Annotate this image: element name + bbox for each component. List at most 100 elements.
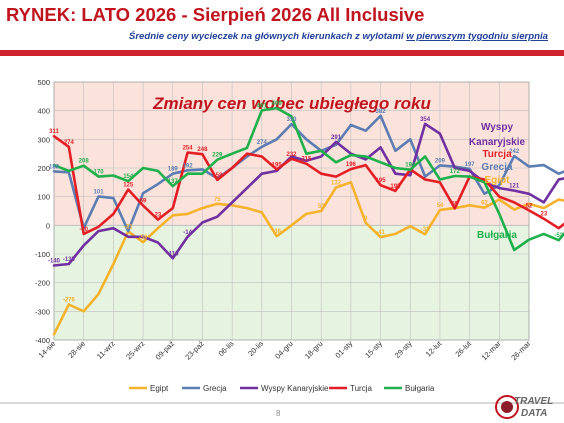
data-label: -38	[272, 229, 281, 235]
y-tick-label: 100	[37, 193, 50, 202]
data-label: 137	[168, 179, 179, 185]
series-name-label: Turcja	[482, 149, 512, 160]
series-layer	[52, 106, 564, 336]
data-label: -52	[554, 233, 563, 239]
data-label: 188	[49, 164, 60, 170]
data-label: 23	[541, 212, 548, 218]
data-label: 194	[405, 163, 416, 169]
y-tick-label: -300	[35, 307, 50, 316]
data-label: 125	[123, 183, 134, 189]
data-label: -135	[63, 257, 76, 263]
data-label: 172	[450, 169, 461, 175]
logo-line2: DATA	[521, 408, 547, 419]
data-label: 52	[526, 203, 533, 209]
data-label: -140	[48, 258, 61, 264]
data-label: 158	[212, 173, 223, 179]
x-tick-label: 28-sie	[66, 339, 87, 360]
x-tick-label: 04-gru	[273, 339, 295, 361]
data-label: 170	[94, 170, 105, 176]
data-label: 53	[318, 204, 325, 210]
series-line-turcja	[52, 134, 564, 236]
data-label: 209	[435, 158, 446, 164]
x-tick-label: 09-paź	[154, 339, 177, 362]
data-label: 353	[286, 117, 297, 123]
y-tick-label: 400	[37, 107, 50, 116]
legend-label: Grecja	[203, 384, 227, 393]
y-tick-label: -200	[35, 279, 50, 288]
series-name-label: Grecja	[481, 162, 513, 173]
series-line-wyspy-kanaryjskie	[52, 122, 564, 267]
data-label: 401	[257, 103, 268, 109]
data-label: 197	[465, 162, 476, 168]
y-tick-label: 500	[37, 78, 50, 87]
data-label: 195	[376, 178, 387, 184]
legend: Egipt Grecja Wyspy Kanaryjskie Turcja Bułgar…	[129, 384, 435, 393]
data-label: 23	[155, 213, 162, 219]
data-label: 59	[451, 201, 458, 207]
series-name-label: Kanaryjskie	[469, 137, 526, 148]
series-line-grecja	[52, 114, 564, 233]
data-label: 54	[437, 203, 444, 209]
travel-data-logo: TRAVEL DATA	[495, 395, 553, 419]
data-label: -115	[167, 251, 179, 257]
data-labels-layer: -276-21-5975-38531329-41-315462157188101…	[48, 101, 564, 303]
data-label: 195	[390, 184, 401, 190]
header-rule	[0, 50, 564, 56]
x-tick-label: 11-wrz	[95, 339, 117, 361]
page-number: 8	[276, 409, 281, 418]
data-label: 69	[140, 199, 147, 205]
data-label: 195	[272, 162, 283, 168]
logo-core-icon	[501, 401, 513, 413]
data-label: 409	[272, 101, 283, 107]
y-tick-label: -400	[35, 336, 50, 345]
y-tick-label: -100	[35, 250, 50, 259]
x-tick-label: 15-sty	[363, 339, 384, 360]
data-label: 196	[346, 162, 357, 168]
data-label: 248	[197, 147, 208, 153]
data-label: 382	[376, 109, 387, 115]
series-name-label: Wyspy	[481, 122, 513, 133]
legend-label: Egipt	[150, 384, 169, 393]
data-label: -14	[183, 230, 192, 236]
x-tick-label: 12-lut	[424, 338, 444, 358]
chart-title: Zmiany cen wobec ubiegłego roku	[152, 94, 431, 113]
x-tick-label: 25-wrz	[124, 339, 146, 361]
series-name-label: Bułgaria	[477, 230, 517, 241]
x-tick-label: 23-paź	[183, 339, 206, 362]
series-name-label: Egipt	[485, 175, 511, 186]
subtitle-text: Średnie ceny wycieczek na głównych kieru…	[128, 31, 407, 42]
subtitle-underlined: w pierwszym tygodniu sierpnia	[406, 31, 548, 42]
series-line-bułgaria	[52, 106, 564, 252]
x-axis-ticks: 14-sie 28-sie 11-wrz 25-wrz 09-paź 23-paź 06-l…	[37, 338, 533, 362]
data-label: 75	[214, 197, 221, 203]
data-label: 154	[123, 174, 134, 180]
footer-rule	[0, 402, 564, 404]
data-label: -276	[63, 297, 76, 303]
x-tick-label: 01-sty	[333, 339, 354, 360]
logo-line1: TRAVEL	[514, 396, 553, 407]
data-label: 215	[301, 157, 312, 163]
page-title: RYNEK: LATO 2026 - Sierpień 2026 All Inc…	[6, 4, 425, 25]
x-tick-label: 12-mar	[480, 339, 504, 363]
data-label: 208	[79, 159, 90, 165]
data-label: 354	[420, 117, 431, 123]
data-label: 101	[94, 189, 105, 195]
x-tick-label: 18-gru	[303, 339, 325, 361]
logo-ring-icon	[495, 395, 519, 419]
page-subtitle: Średnie ceny wycieczek na głównych kieru…	[4, 31, 548, 42]
data-label: -59	[139, 235, 148, 241]
data-label: 254	[183, 146, 194, 152]
data-label: 132	[331, 180, 342, 186]
x-tick-label: 26-mar	[509, 339, 533, 363]
data-label: -31	[421, 227, 430, 233]
x-tick-label: 06-lis	[216, 339, 235, 358]
x-tick-label: 26-lut	[453, 338, 473, 358]
data-label: 121	[509, 184, 520, 190]
data-label: 274	[257, 140, 268, 146]
data-label: 229	[212, 153, 223, 159]
data-label: 192	[183, 163, 194, 169]
data-label: 189	[168, 167, 179, 173]
data-label: -21	[124, 224, 133, 230]
